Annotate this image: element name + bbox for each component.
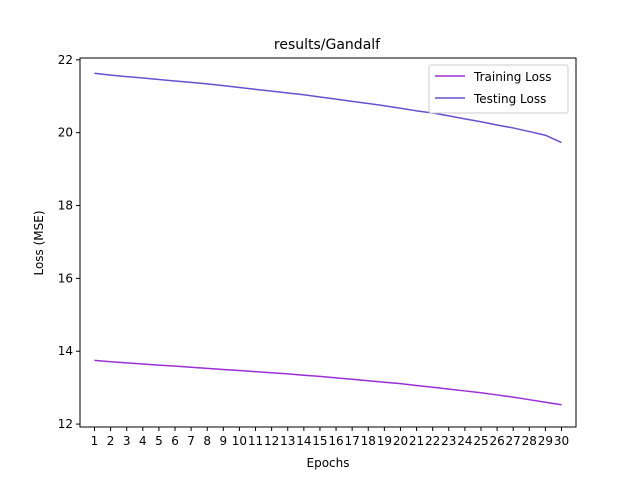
y-tick-label: 12	[58, 417, 73, 431]
x-tick-label: 6	[171, 434, 179, 448]
x-tick-label: 1	[91, 434, 99, 448]
x-tick-label: 27	[506, 434, 521, 448]
x-tick-label: 15	[312, 434, 327, 448]
x-tick-label: 13	[280, 434, 295, 448]
x-tick-label: 11	[248, 434, 263, 448]
series-line-testing	[94, 72, 562, 144]
x-tick-label: 30	[554, 434, 569, 448]
x-tick-label: 24	[457, 434, 472, 448]
x-tick-label: 9	[220, 434, 228, 448]
x-tick-label: 12	[264, 434, 279, 448]
x-tick-label: 10	[232, 434, 247, 448]
y-tick-label: 14	[58, 344, 73, 358]
legend-box	[428, 64, 569, 114]
x-tick-label: 25	[473, 434, 488, 448]
x-axis: 1 2 3 4 5 6 7 8 9 10 11 12 13 14 15 16 17 18 19 20 21 22 23 24 2…	[91, 427, 569, 448]
series-line-training	[94, 359, 562, 406]
y-axis-label: Loss (MSE)	[32, 210, 46, 275]
legend: Training Loss Testing Loss	[428, 64, 569, 114]
x-tick-label: 3	[123, 434, 131, 448]
x-tick-label: 4	[139, 434, 147, 448]
series-lines	[94, 72, 562, 406]
x-tick-label: 28	[522, 434, 537, 448]
legend-label-training: Training Loss	[473, 70, 551, 84]
x-tick-label: 21	[409, 434, 424, 448]
x-tick-label: 17	[345, 434, 360, 448]
x-tick-label: 5	[155, 434, 163, 448]
x-axis-label: Epochs	[307, 456, 350, 470]
x-tick-label: 18	[361, 434, 376, 448]
legend-label-testing: Testing Loss	[473, 92, 546, 106]
x-tick-label: 19	[377, 434, 392, 448]
x-tick-label: 29	[538, 434, 553, 448]
y-tick-label: 18	[58, 199, 73, 213]
x-tick-label: 8	[203, 434, 211, 448]
x-tick-label: 26	[489, 434, 504, 448]
x-tick-label: 20	[393, 434, 408, 448]
chart-title: results/Gandalf	[274, 37, 381, 53]
x-tick-label: 23	[441, 434, 456, 448]
x-tick-label: 2	[107, 434, 115, 448]
x-tick-label: 16	[328, 434, 343, 448]
x-tick-label: 22	[425, 434, 440, 448]
x-tick-label: 14	[296, 434, 311, 448]
y-axis: 12 14 16 18 20 22	[58, 53, 80, 431]
y-tick-label: 16	[58, 271, 73, 285]
y-tick-label: 22	[58, 53, 73, 67]
x-tick-label: 7	[187, 434, 195, 448]
y-tick-label: 20	[58, 126, 73, 140]
